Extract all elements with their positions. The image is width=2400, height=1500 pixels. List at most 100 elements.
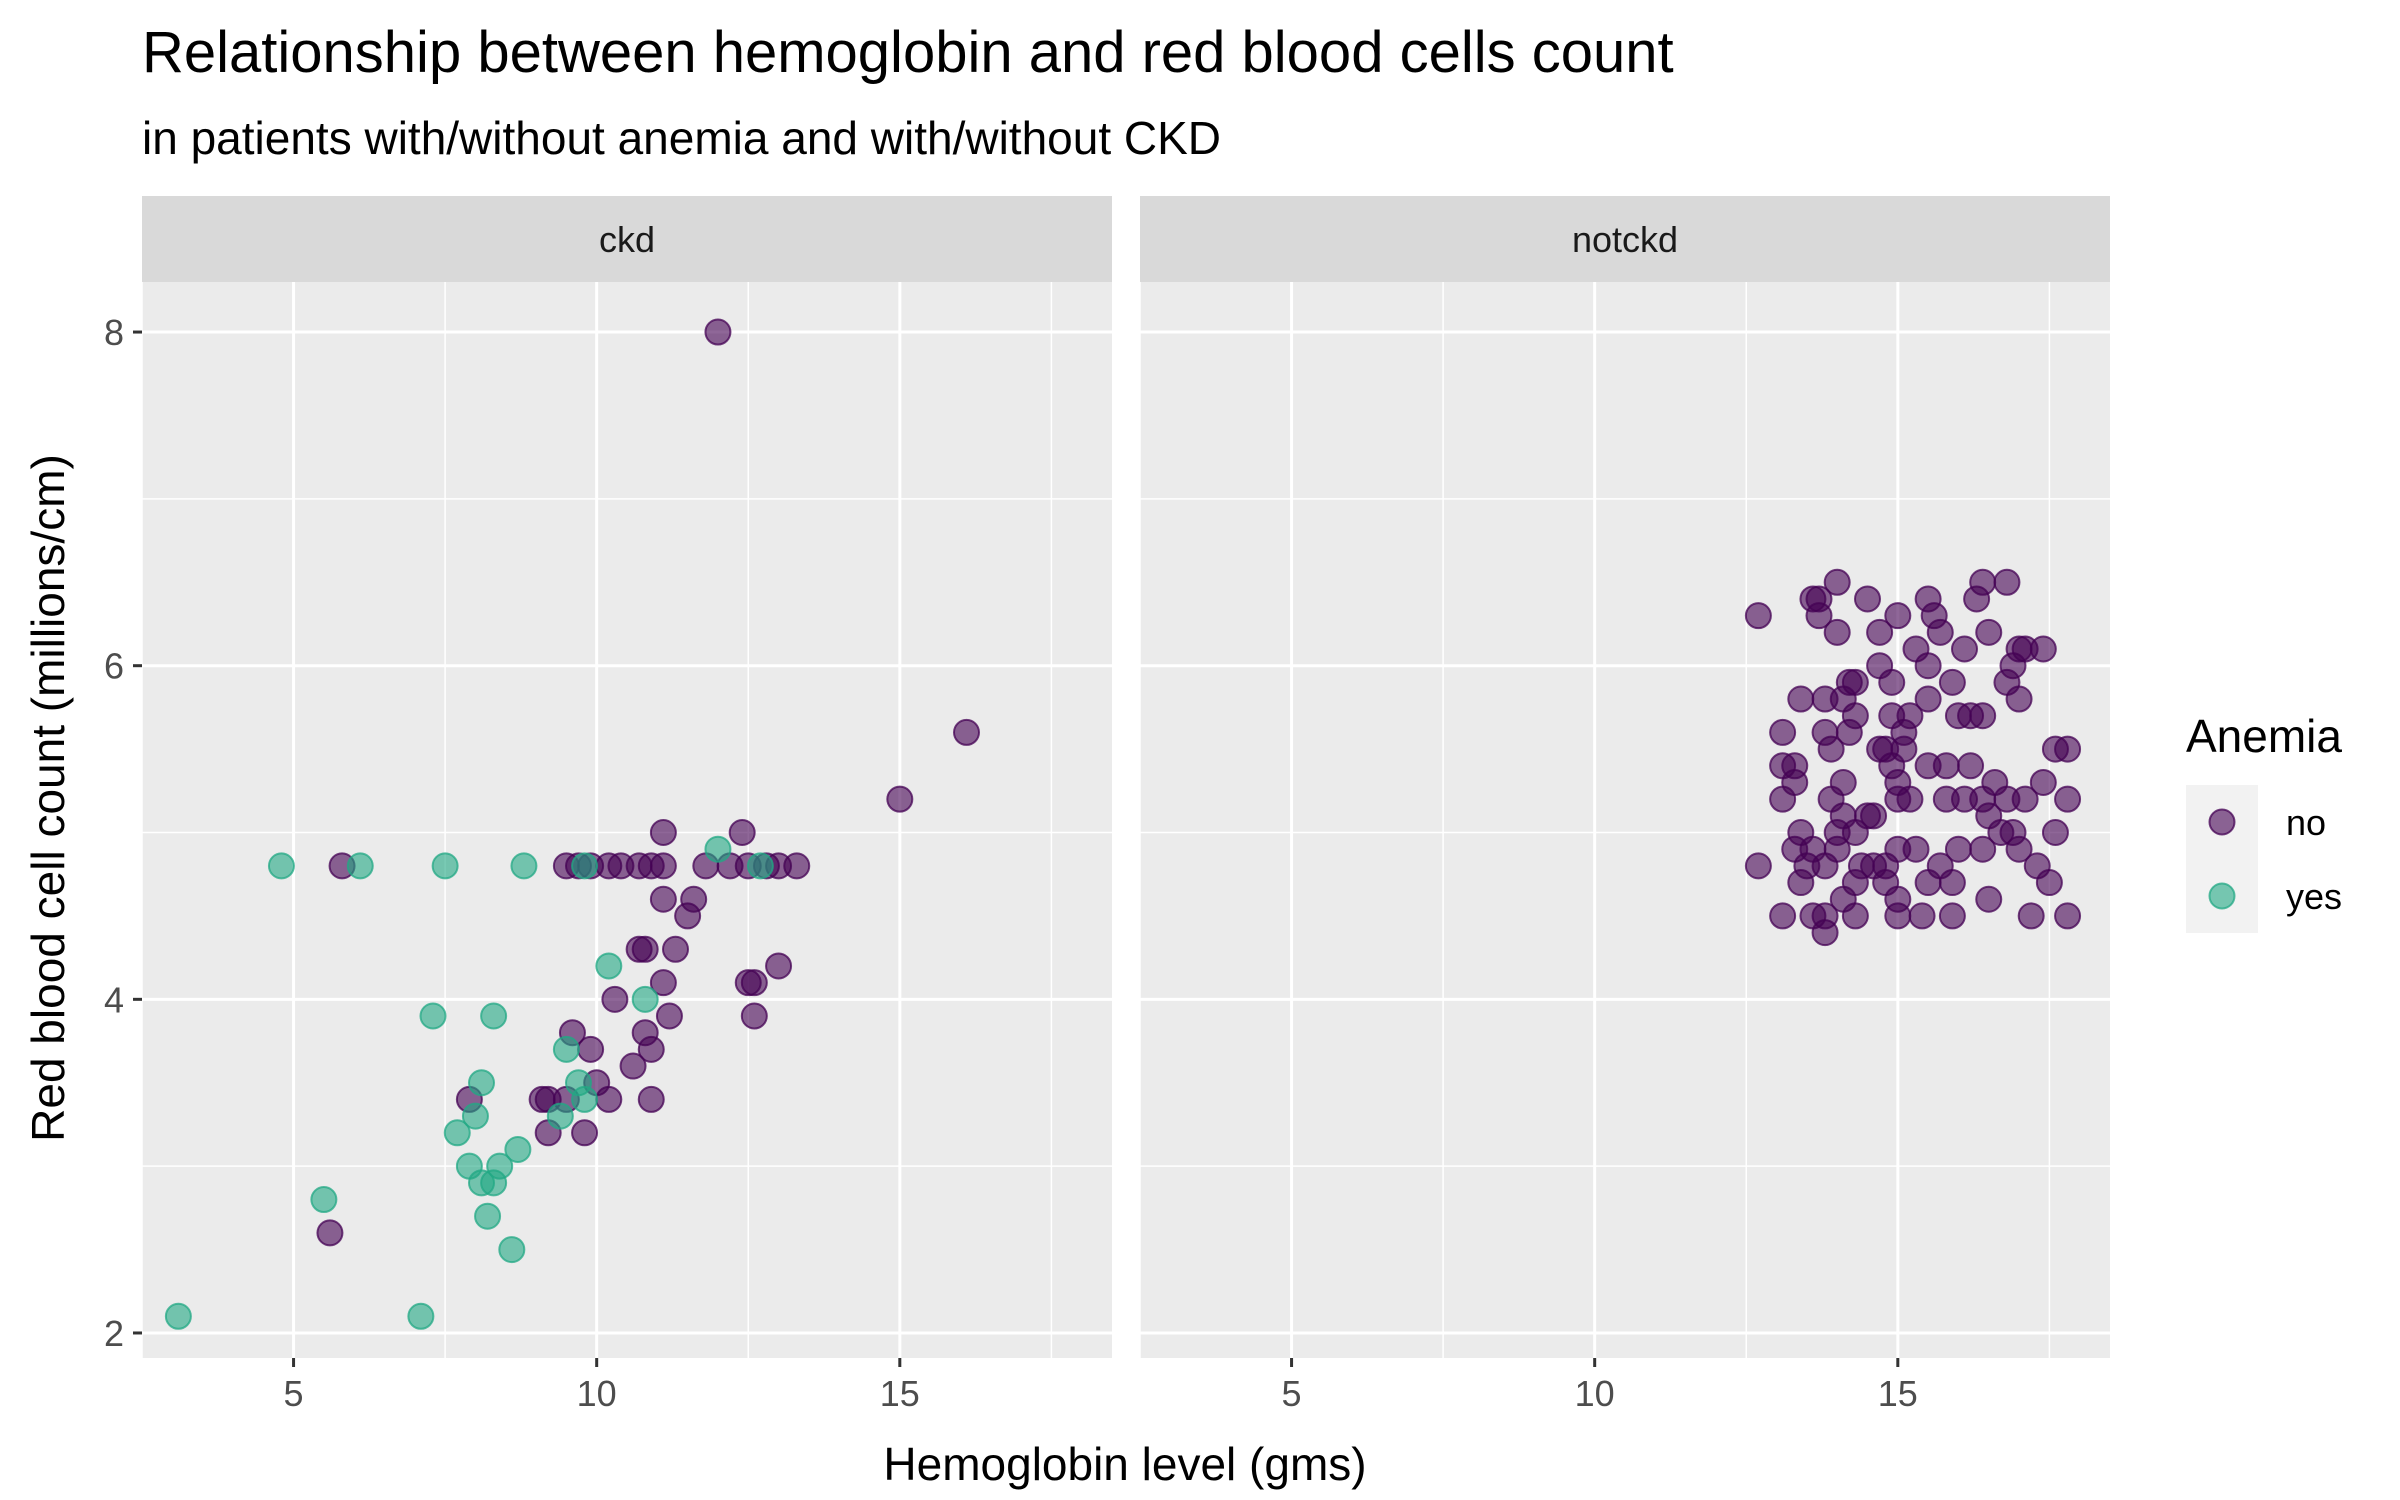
data-point-yes [310, 1186, 338, 1214]
legend-label-no: no [2286, 802, 2326, 843]
data-point-yes [546, 1102, 574, 1130]
data-point-no [1975, 618, 2003, 646]
data-point-no [1914, 869, 1942, 897]
data-point-no [1866, 618, 1894, 646]
data-point-no [1914, 652, 1942, 680]
data-point-no [1957, 752, 1985, 780]
data-point-no [1841, 902, 1869, 930]
data-point-no [1823, 618, 1851, 646]
y-tick-label: 8 [104, 312, 124, 353]
data-point-no [1969, 835, 1997, 863]
data-point-no [2041, 819, 2069, 847]
data-point-no [1902, 835, 1930, 863]
data-point-no [2017, 902, 2045, 930]
data-point-yes [346, 852, 374, 880]
data-point-no [1811, 919, 1839, 947]
data-point-no [953, 718, 980, 746]
data-point-yes [480, 1002, 508, 1030]
x-axis-title: Hemoglobin level (gms) [883, 1438, 1366, 1490]
data-point-no [1896, 785, 1924, 813]
data-point-no [577, 1035, 605, 1063]
data-point-yes [461, 1102, 489, 1130]
data-point-no [637, 1035, 665, 1063]
data-point-yes [164, 1302, 192, 1330]
data-point-yes [571, 1085, 599, 1113]
facet-panel-ckd: ckd 5 10 15 2 4 6 8 [104, 196, 1112, 1414]
chart-title: Relationship between hemoglobin and red … [142, 20, 1674, 85]
data-point-no [631, 935, 659, 963]
data-point-yes [510, 852, 538, 880]
data-point-no [2054, 902, 2082, 930]
data-point-no [740, 969, 768, 997]
data-point-no [1951, 635, 1978, 663]
data-point-no [1938, 869, 1966, 897]
data-point-no [783, 852, 811, 880]
data-point-no [571, 1119, 599, 1147]
data-point-no [1908, 902, 1936, 930]
data-point-yes [498, 1236, 526, 1264]
data-point-no [765, 952, 793, 980]
data-point-no [655, 1002, 683, 1030]
data-point-no [1854, 585, 1881, 613]
legend-key-no [2208, 808, 2236, 836]
data-point-no [1914, 685, 1942, 713]
data-point-no [649, 819, 677, 847]
data-point-no [740, 1002, 768, 1030]
panel-background [142, 282, 1112, 1358]
data-point-no [1744, 602, 1772, 630]
data-point-yes [474, 1202, 502, 1230]
data-point-no [1835, 718, 1863, 746]
legend-key-yes [2208, 882, 2236, 910]
legend-label-yes: yes [2286, 876, 2342, 917]
data-point-no [1817, 735, 1845, 763]
data-point-no [1860, 802, 1888, 830]
data-point-no [601, 985, 629, 1013]
chart-subtitle: in patients with/without anemia and with… [142, 112, 1221, 164]
data-point-no [2054, 735, 2082, 763]
data-point-no [316, 1219, 344, 1247]
data-point-yes [552, 1035, 580, 1063]
data-point-no [595, 1085, 623, 1113]
x-tick-label: 15 [1878, 1373, 1918, 1414]
data-point-no [637, 1085, 665, 1113]
data-point-no [1769, 718, 1797, 746]
data-point-no [649, 885, 677, 913]
data-point-no [1926, 618, 1954, 646]
y-axis-title: Red blood cell count (millions/cm) [22, 454, 74, 1142]
data-point-yes [431, 852, 459, 880]
facet-strip-label: ckd [599, 219, 655, 260]
data-point-no [1993, 568, 2021, 596]
data-point-no [2005, 685, 2033, 713]
x-tick-label: 5 [1282, 1373, 1302, 1414]
data-point-no [2035, 869, 2063, 897]
data-point-no [2005, 835, 2033, 863]
data-point-yes [267, 852, 295, 880]
data-point-no [1811, 852, 1839, 880]
data-point-yes [571, 852, 599, 880]
y-tick-label: 4 [104, 979, 124, 1020]
data-point-no [649, 852, 677, 880]
x-tick-label: 5 [284, 1373, 304, 1414]
y-tick-label: 2 [104, 1313, 124, 1354]
data-point-no [662, 935, 689, 963]
data-point-no [1769, 902, 1797, 930]
data-point-no [2054, 785, 2082, 813]
data-point-no [674, 902, 702, 930]
y-tick-label: 6 [104, 646, 124, 687]
data-point-no [1884, 902, 1912, 930]
facet-panels: ckd 5 10 15 2 4 6 8 notckd 5 10 15 [104, 196, 2110, 1414]
data-point-no [1969, 702, 1997, 730]
data-point-yes [480, 1169, 508, 1197]
data-point-yes [631, 985, 659, 1013]
data-point-no [1744, 852, 1772, 880]
data-point-no [1823, 568, 1851, 596]
data-point-yes [595, 952, 623, 980]
data-point-no [1787, 869, 1815, 897]
data-point-yes [419, 1002, 447, 1030]
data-point-no [1878, 668, 1906, 696]
data-point-no [2029, 635, 2057, 663]
data-point-no [619, 1052, 647, 1080]
facet-panel-notckd: notckd 5 10 15 [1139, 196, 2110, 1414]
legend-title: Anemia [2186, 710, 2342, 762]
